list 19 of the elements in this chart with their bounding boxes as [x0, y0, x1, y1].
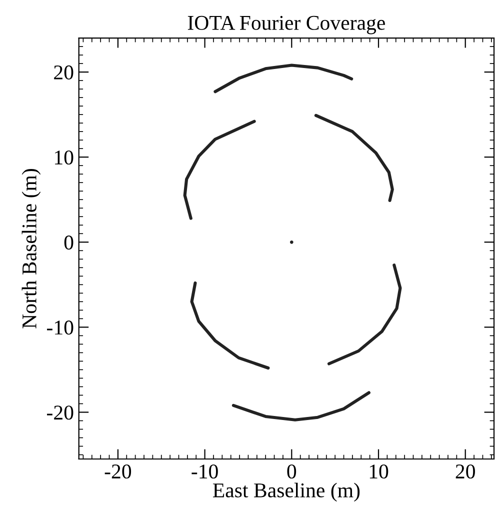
y-axis-title: North Baseline (m) [22, 169, 41, 328]
y-tick-label: 20 [54, 65, 74, 80]
line-series [232, 391, 370, 422]
line-series [190, 281, 270, 370]
y-tick-label: -20 [47, 406, 74, 420]
line-series [327, 264, 402, 366]
x-tick-label: 0 [287, 464, 296, 479]
y-tick-label: 10 [55, 150, 74, 165]
x-tick-label: 10 [370, 464, 388, 479]
chart-title: IOTA Fourier Coverage [188, 16, 385, 34]
x-tick-label: -10 [192, 464, 218, 479]
line-series [214, 64, 354, 94]
x-tick-label: -20 [104, 464, 132, 479]
y-tick-label: -10 [47, 320, 74, 335]
line-series [314, 114, 394, 202]
x-axis-title: East Baseline (m) [212, 482, 360, 502]
y-tick-label: 0 [64, 236, 74, 250]
x-tick-label: 20 [456, 464, 475, 479]
line-series [183, 120, 256, 220]
